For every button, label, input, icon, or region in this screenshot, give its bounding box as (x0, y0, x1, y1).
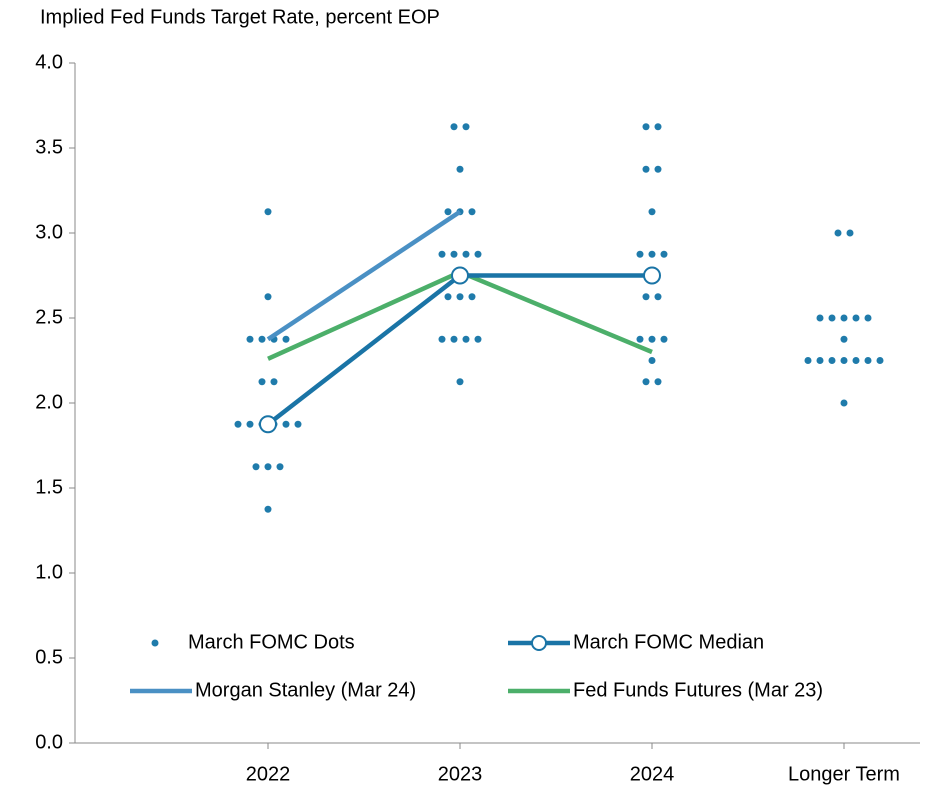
fomc-dot (642, 165, 650, 173)
fomc-dot (474, 335, 482, 343)
y-tick-label: 3.5 (35, 136, 63, 158)
median-marker (643, 266, 661, 285)
fomc-dot (264, 208, 272, 216)
fomc-dot (840, 314, 848, 322)
fomc-dot (648, 357, 656, 364)
fomc-dot (642, 378, 650, 386)
fomc-dot (654, 378, 662, 386)
fomc-dot (654, 123, 662, 131)
fomc-dot (270, 378, 278, 386)
fomc-dot (828, 314, 836, 322)
fomc-dot (462, 123, 470, 131)
series-line (267, 269, 653, 361)
fomc-dot (648, 250, 656, 258)
median-marker (259, 415, 277, 434)
fomc-dot (636, 250, 644, 258)
fomc-dot (456, 165, 464, 173)
fomc-dot (444, 293, 452, 301)
fomc-dot (450, 250, 458, 258)
fomc-dot (876, 357, 884, 364)
fomc-dot (234, 420, 242, 428)
fomc-dot (642, 293, 650, 301)
y-tick-label: 0.0 (35, 731, 63, 753)
legend-label: Morgan Stanley (Mar 24) (195, 679, 416, 701)
fomc-dot (654, 165, 662, 173)
y-tick-label: 4.0 (35, 51, 63, 73)
fomc-dot (840, 399, 848, 407)
legend-marker (531, 635, 547, 651)
fomc-dot (258, 335, 266, 343)
fomc-dot (468, 208, 476, 216)
fomc-dot (840, 357, 848, 364)
fomc-dot (246, 335, 254, 343)
fomc-dot (282, 420, 290, 428)
fomc-dot (264, 293, 272, 301)
fomc-dot (654, 293, 662, 301)
fomc-dot (642, 123, 650, 131)
fomc-dot (816, 357, 824, 364)
fomc-dot (282, 335, 290, 343)
x-tick-label: Longer Term (788, 763, 900, 785)
fomc-dot (462, 335, 470, 343)
fomc-dot (864, 357, 872, 364)
legend-marker (151, 639, 159, 647)
legend-label: March FOMC Dots (188, 631, 355, 653)
fomc-dot (840, 335, 848, 343)
x-tick-label: 2022 (246, 763, 291, 785)
y-tick-label: 0.5 (35, 646, 63, 668)
y-axis-label: Implied Fed Funds Target Rate, percent E… (40, 6, 440, 28)
fomc-dot (660, 335, 668, 343)
fomc-dot (444, 208, 452, 216)
x-tick-label: 2023 (438, 763, 483, 785)
fomc-dot (264, 505, 272, 513)
fomc-dot (474, 250, 482, 258)
fomc-dot (456, 378, 464, 386)
fomc-dot (852, 357, 860, 364)
fomc-dot (864, 314, 872, 322)
fomc-dot (660, 250, 668, 258)
fomc-dot (276, 463, 284, 471)
fomc-dot (828, 357, 836, 364)
fomc-dot (462, 250, 470, 258)
fomc-dot (252, 463, 260, 471)
fomc-dot (648, 208, 656, 216)
legend-label: March FOMC Median (573, 631, 764, 653)
fomc-dot (246, 420, 254, 428)
median-marker (451, 266, 469, 285)
fomc-dot (438, 335, 446, 343)
fomc-dot (456, 293, 464, 301)
fomc-dot (648, 335, 656, 343)
fomc-dot (258, 378, 266, 386)
legend-label: Fed Funds Futures (Mar 23) (573, 679, 823, 701)
y-tick-label: 1.5 (35, 476, 63, 498)
y-tick-label: 3.0 (35, 221, 63, 243)
fomc-dot (804, 357, 812, 364)
series-line (266, 209, 462, 342)
fomc-dot (468, 293, 476, 301)
fomc-dot (636, 335, 644, 343)
y-tick-label: 1.0 (35, 561, 63, 583)
fomc-dot (852, 314, 860, 322)
fomc-dot (816, 314, 824, 322)
fomc-dot (438, 250, 446, 258)
fomc-dot (846, 229, 854, 237)
fomc-dot (450, 335, 458, 343)
x-tick-label: 2024 (630, 763, 675, 785)
fomc-dot (450, 123, 458, 131)
y-tick-label: 2.5 (35, 306, 63, 328)
fomc-dot (294, 420, 302, 428)
fomc-dot (264, 463, 272, 471)
fomc-dot (834, 229, 842, 237)
y-tick-label: 2.0 (35, 391, 63, 413)
